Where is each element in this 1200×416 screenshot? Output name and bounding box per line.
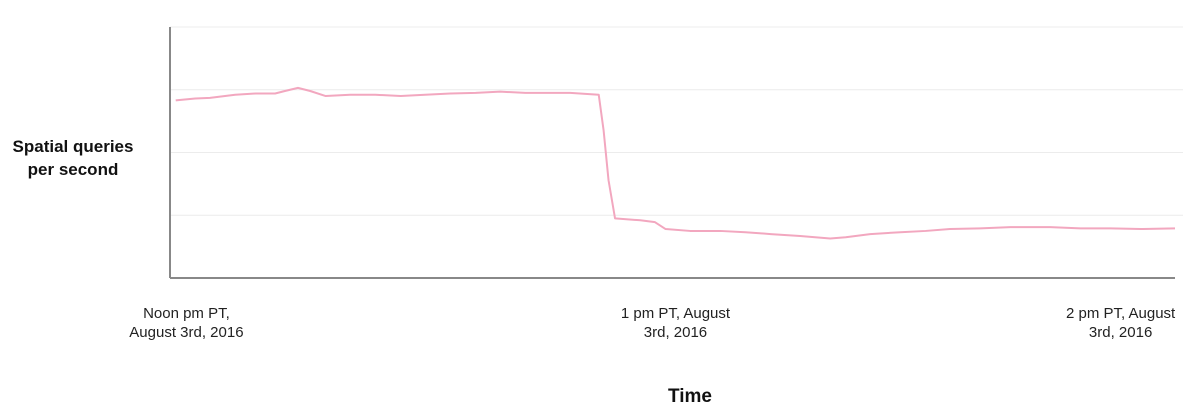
x-tick-label: 1 pm PT, August 3rd, 2016: [620, 305, 731, 341]
y-axis-label: Spatial queries per second: [12, 137, 134, 179]
x-axis-label: Time: [667, 386, 712, 407]
x-tick-label: 2 pm PT, August 3rd, 2016: [1066, 305, 1176, 341]
x-tick-label: Noon pm PT, August 3rd, 2016: [129, 305, 244, 341]
data-line: [175, 86, 1176, 240]
